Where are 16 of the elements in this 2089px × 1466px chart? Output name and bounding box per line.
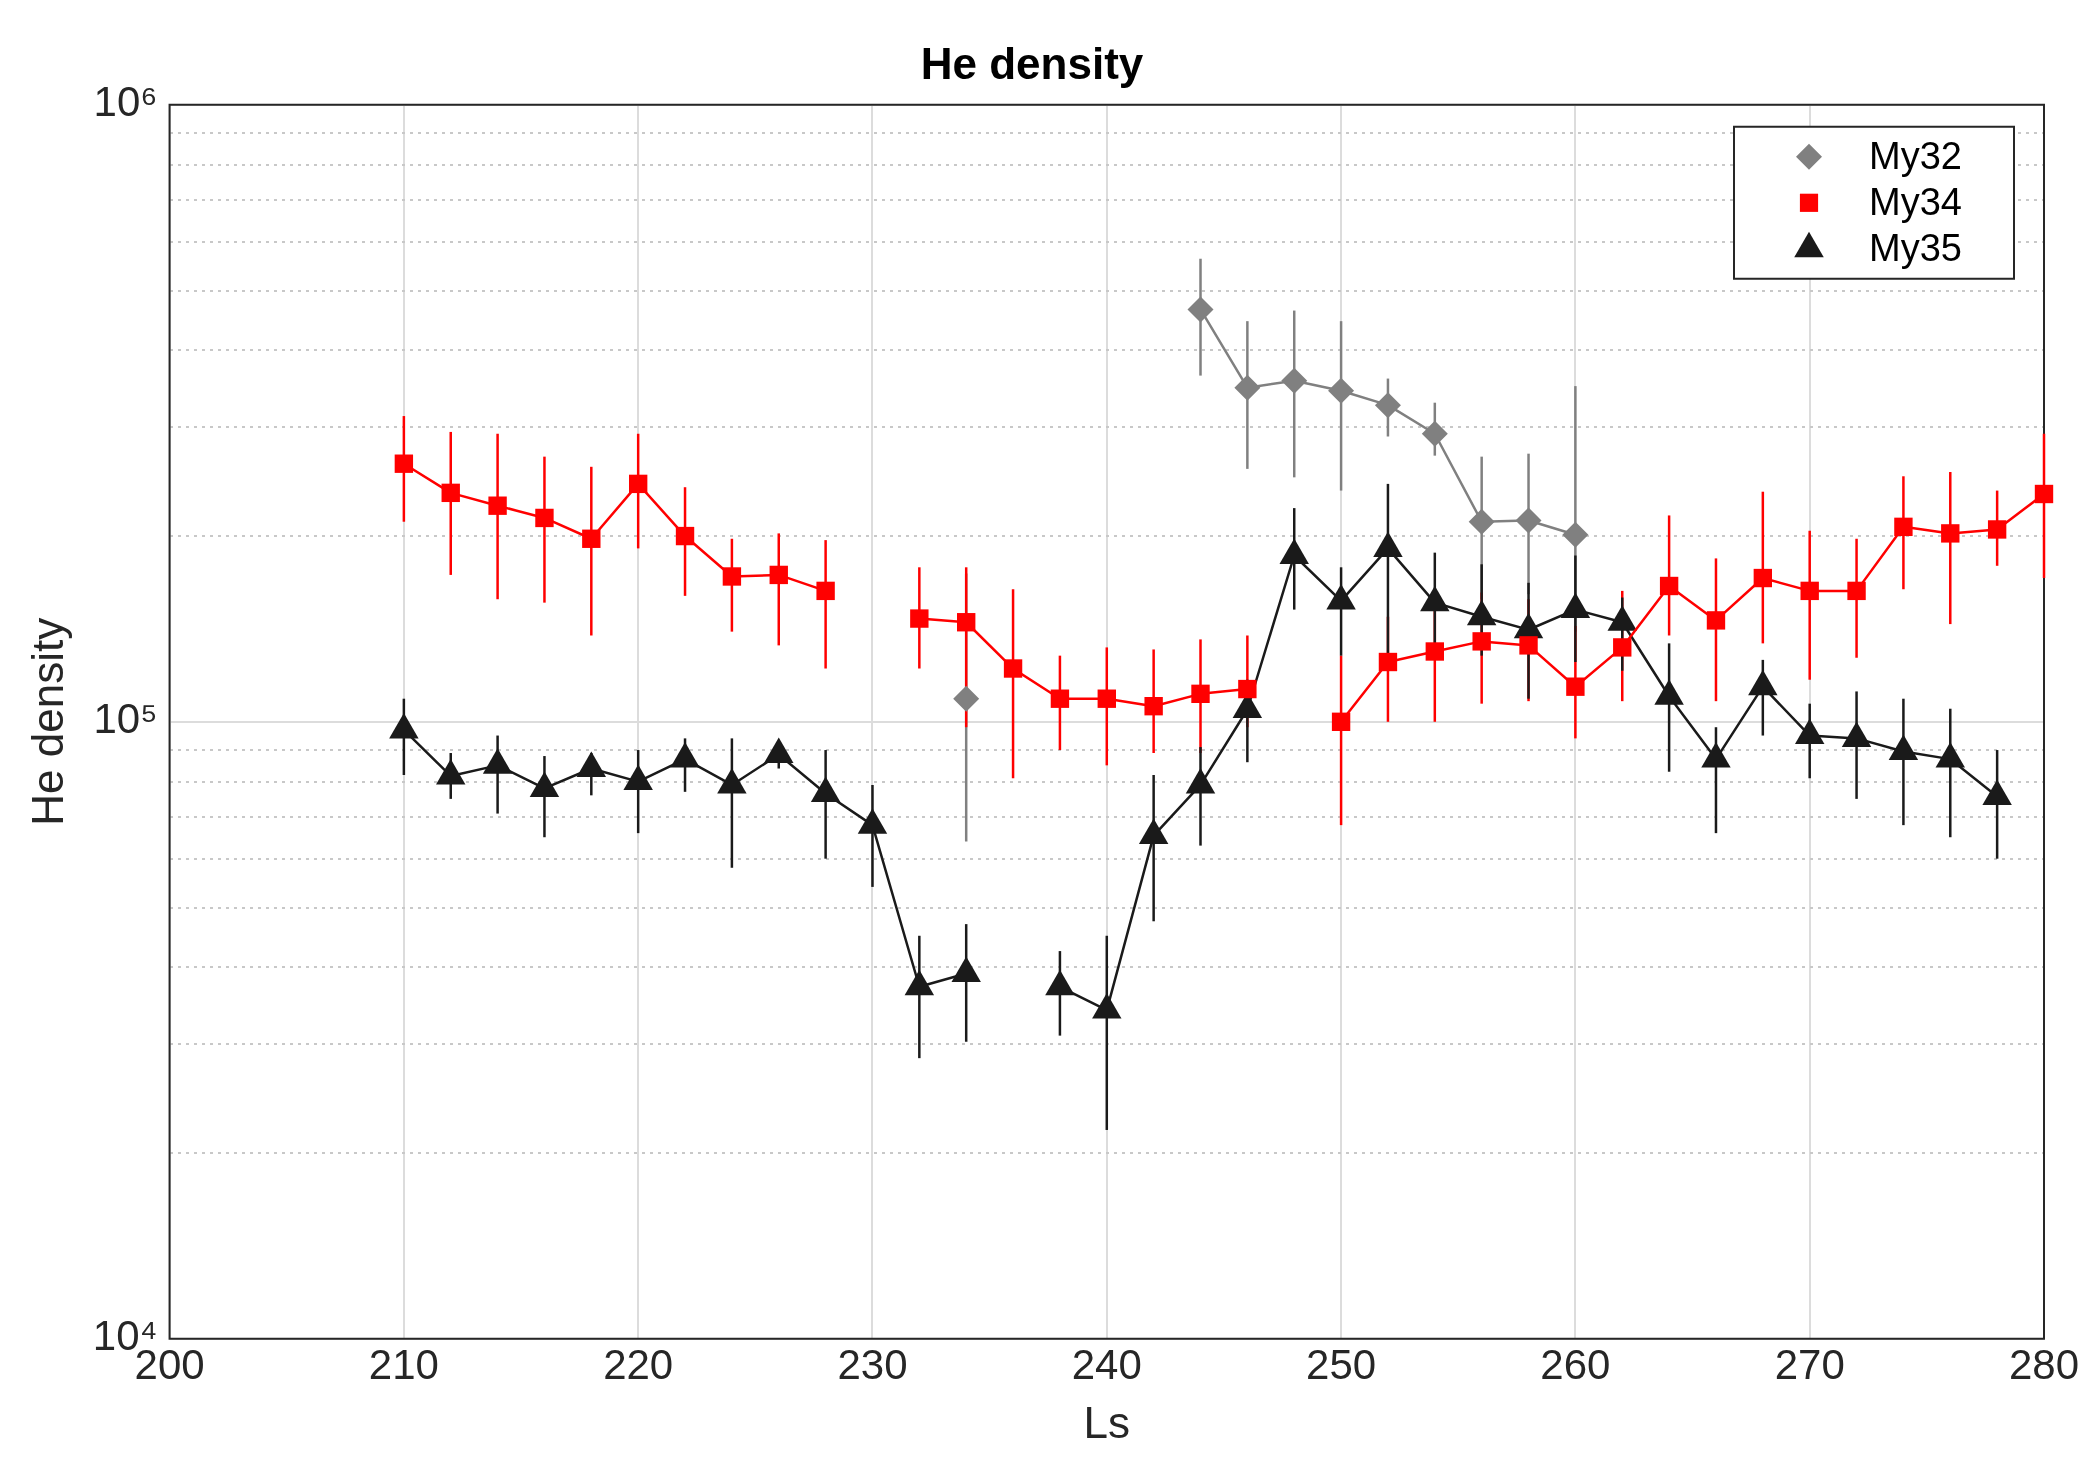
legend-label: My35 [1869,227,1962,270]
x-tick-label: 240 [1071,1340,1142,1388]
x-tick-label: 260 [1540,1340,1611,1388]
chart-title: He density [920,38,1144,88]
x-tick-label: 250 [1306,1340,1377,1388]
x-tick-label: 230 [837,1340,908,1388]
x-tick-label: 220 [603,1340,674,1388]
x-tick-label: 280 [2008,1340,2080,1388]
legend-label: My32 [1869,135,1962,178]
x-tick-label: 270 [1774,1340,1845,1388]
x-tick-label: 210 [368,1340,439,1388]
y-tick-label: 10⁵ [93,695,158,743]
x-axis-title: Ls [1083,1397,1131,1447]
y-axis-title: He density [22,617,72,826]
y-tick-label: 10⁶ [93,78,158,126]
legend-label: My34 [1869,181,1962,224]
